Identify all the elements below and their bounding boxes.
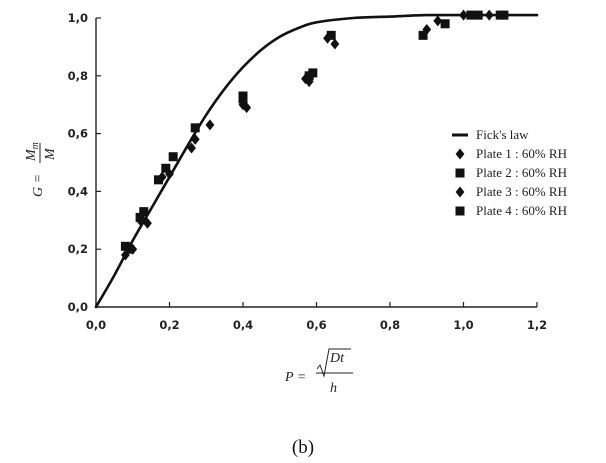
data-point-plate-3-60-rh (330, 38, 340, 50)
data-point-plate-3-60-rh (433, 15, 443, 27)
data-point-plate-1-60-rh (121, 249, 130, 261)
data-point-plate-2-60-rh (418, 30, 428, 40)
data-point-plate-4-60-rh (304, 71, 314, 81)
legend-swatch-plate-4-60-rh (455, 206, 465, 216)
x-tick-label: 0,8 (380, 318, 400, 332)
data-point-plate-4-60-rh (168, 152, 178, 162)
data-point-plate-2-60-rh (190, 123, 200, 133)
x-axis-label: P = Dt h (284, 348, 353, 396)
data-point-plate-1-60-rh (459, 9, 468, 21)
legend-label-plate-2-60-rh: Plate 2 : 60% RH (476, 165, 567, 180)
svg-text:h: h (330, 381, 337, 396)
data-point-plate-3-60-rh (190, 133, 200, 145)
legend: Fick's law Plate 1 : 60% RH Plate 2 : 60% … (452, 127, 567, 218)
x-tick-label: 1,2 (527, 318, 547, 332)
plot-area (94, 9, 539, 309)
x-tick-label: 0,0 (86, 318, 106, 332)
data-point-plate-4-60-rh (135, 212, 145, 222)
legend-label-fick-s-law: Fick's law (476, 127, 529, 142)
figure-caption: (b) (291, 437, 315, 458)
data-point-plate-4-60-rh (238, 94, 248, 104)
svg-text:Dt: Dt (329, 351, 345, 366)
data-point-plate-2-60-rh (161, 163, 171, 173)
y-tick-label: 0,4 (68, 184, 88, 198)
data-point-plate-3-60-rh (484, 9, 494, 21)
data-point-plate-1-60-rh (422, 24, 432, 36)
x-tick-label: 0,4 (233, 318, 253, 332)
svg-text:M: M (43, 147, 58, 161)
data-point-plate-4-60-rh (499, 10, 509, 20)
data-point-plate-3-60-rh (205, 119, 215, 131)
svg-text:Mm: Mm (24, 142, 41, 162)
data-point-plate-4-60-rh (153, 175, 163, 185)
legend-swatch-plate-3-60-rh (455, 186, 465, 198)
legend-label-plate-4-60-rh: Plate 4 : 60% RH (476, 203, 567, 218)
legend-swatch-plate-1-60-rh (455, 148, 465, 160)
series-line-ficks-law (94, 13, 539, 309)
x-tick-label: 1,0 (453, 318, 473, 332)
data-point-plate-4-60-rh (124, 244, 134, 254)
data-point-plate-1-60-rh (187, 142, 196, 154)
data-point-plate-3-60-rh (143, 217, 152, 229)
legend-label-plate-3-60-rh: Plate 3 : 60% RH (476, 184, 567, 199)
x-tick-label: 0,2 (159, 318, 179, 332)
data-point-plate-2-60-rh (139, 207, 149, 217)
data-point-plate-4-60-rh (326, 30, 336, 40)
data-point-plate-4-60-rh (440, 19, 450, 29)
data-point-plate-2-60-rh (473, 10, 483, 20)
svg-text:P =: P = (284, 370, 306, 385)
axes (95, 17, 538, 308)
y-tick-label: 1,0 (68, 11, 88, 25)
data-point-plate-3-60-rh (165, 168, 174, 180)
data-point-plate-3-60-rh (242, 102, 252, 114)
tick-labels: 0,0 0,2 0,4 0,6 0,8 1,0 1,2 0,0 0,2 0,4 0,6 0,8 1,0 (68, 11, 548, 332)
legend-label-plate-1-60-rh: Plate 1 : 60% RH (476, 146, 567, 161)
x-tick-label: 0,6 (306, 318, 326, 332)
svg-text:G =: G = (31, 174, 46, 197)
y-tick-label: 0,2 (68, 242, 88, 256)
y-tick-label: 0,6 (68, 127, 88, 141)
y-tick-label: 0,8 (68, 69, 88, 83)
y-axis-label: G = Mm M (24, 142, 58, 197)
data-point-plate-4-60-rh (466, 10, 476, 20)
legend-swatch-plate-2-60-rh (455, 168, 465, 178)
y-tick-label: 0,0 (68, 300, 88, 314)
